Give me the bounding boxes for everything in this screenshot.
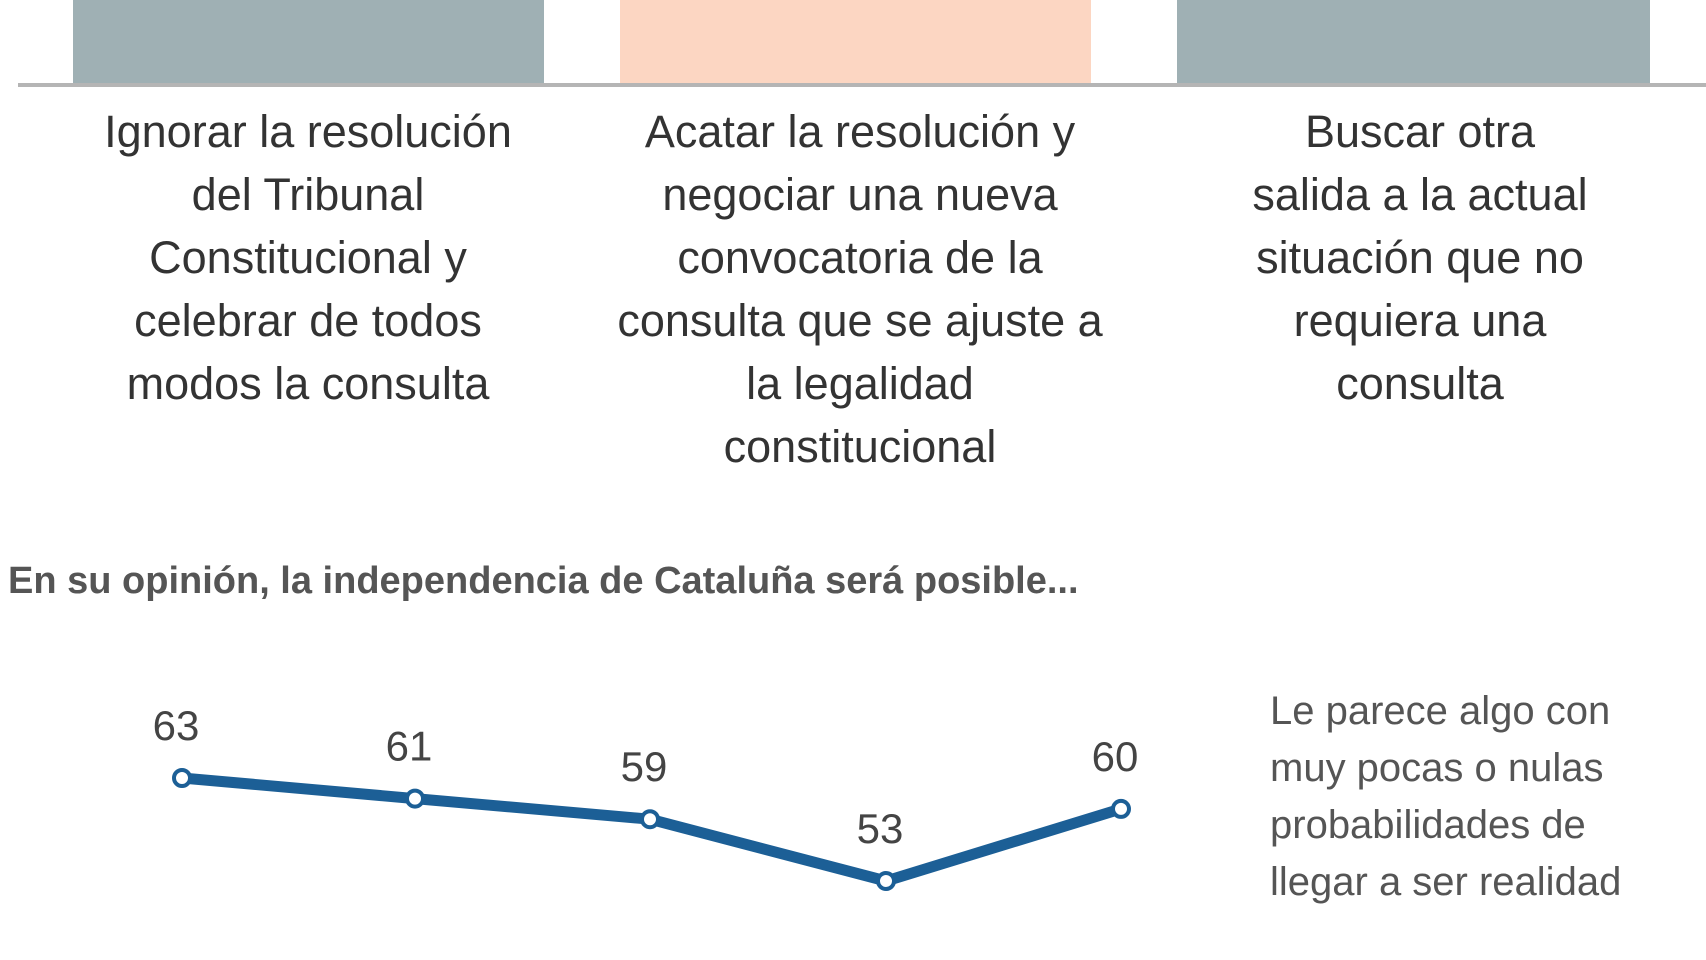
category-label-ignorar: Ignorar la resolución del Tribunal Const… bbox=[104, 106, 512, 409]
data-point bbox=[876, 871, 896, 891]
bar-baseline bbox=[18, 83, 1706, 87]
data-point bbox=[405, 788, 425, 809]
series-label: Le parece algo con muy pocas o nulas pro… bbox=[1270, 689, 1622, 904]
data-label: 61 bbox=[386, 723, 433, 770]
data-label: 59 bbox=[621, 743, 668, 790]
category-label-buscar: Buscar otra salida a la actual situación… bbox=[1252, 106, 1588, 409]
bar-acatar bbox=[620, 0, 1091, 85]
data-label: 53 bbox=[857, 805, 904, 852]
bar-ignorar bbox=[73, 0, 544, 85]
bar-buscar bbox=[1177, 0, 1650, 85]
data-point bbox=[640, 809, 660, 830]
data-label: 63 bbox=[153, 702, 200, 749]
category-label-acatar: Acatar la resolución y negociar una nuev… bbox=[617, 106, 1103, 472]
series-line bbox=[181, 772, 1123, 887]
data-point bbox=[172, 768, 192, 788]
data-point bbox=[1111, 798, 1131, 819]
data-label: 60 bbox=[1092, 733, 1139, 780]
line-chart-title: En su opinión, la independencia de Catal… bbox=[8, 560, 1079, 602]
